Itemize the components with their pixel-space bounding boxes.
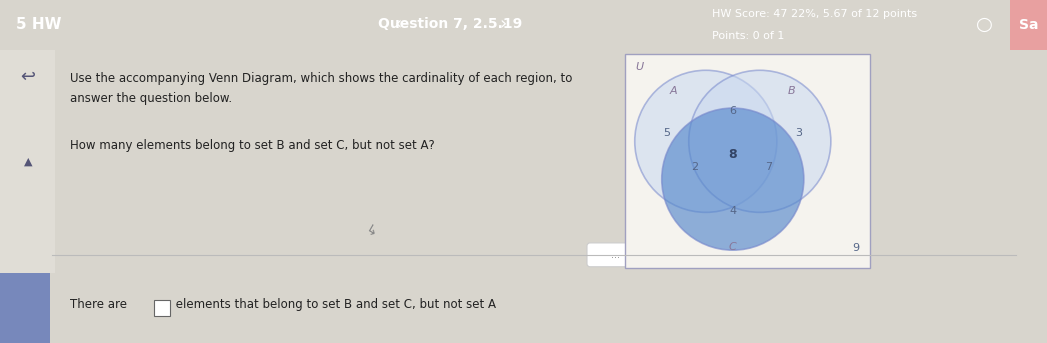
Text: U: U <box>634 62 643 72</box>
Text: C: C <box>729 241 737 252</box>
Text: 5 HW: 5 HW <box>16 17 61 32</box>
Text: ‹: ‹ <box>395 15 401 33</box>
Text: Use the accompanying Venn Diagram, which shows the cardinality of each region, t: Use the accompanying Venn Diagram, which… <box>70 72 573 85</box>
Text: ↩: ↩ <box>21 68 36 85</box>
Text: elements that belong to set B and set C, but not set A: elements that belong to set B and set C,… <box>172 298 496 311</box>
Text: ↳: ↳ <box>361 224 379 241</box>
Text: ...: ... <box>610 250 620 260</box>
Text: ›: › <box>499 15 506 33</box>
Text: 2: 2 <box>692 162 698 172</box>
Text: 7: 7 <box>764 162 772 172</box>
Text: ○: ○ <box>976 15 993 34</box>
Text: 3: 3 <box>796 128 802 138</box>
Text: 8: 8 <box>729 147 737 161</box>
Bar <box>0 273 50 343</box>
Text: B: B <box>788 86 796 96</box>
Text: 5: 5 <box>663 128 670 138</box>
Text: 9: 9 <box>852 243 860 253</box>
Text: Points: 0 of 1: Points: 0 of 1 <box>712 31 784 41</box>
Text: answer the question below.: answer the question below. <box>70 92 232 105</box>
Circle shape <box>689 70 831 212</box>
Circle shape <box>662 108 804 250</box>
Text: A: A <box>670 86 677 96</box>
Text: How many elements belong to set B and set C, but not set A?: How many elements belong to set B and se… <box>70 139 435 152</box>
FancyBboxPatch shape <box>587 243 643 267</box>
Bar <box>0 50 55 273</box>
Bar <box>625 54 870 268</box>
Text: Sa: Sa <box>1019 18 1039 32</box>
Text: 6: 6 <box>730 106 736 117</box>
Text: Question 7, 2.5.19: Question 7, 2.5.19 <box>378 17 522 31</box>
Text: HW Score: 47 22%, 5.67 of 12 points: HW Score: 47 22%, 5.67 of 12 points <box>712 9 917 19</box>
FancyBboxPatch shape <box>154 300 170 316</box>
Text: There are: There are <box>70 298 131 311</box>
Circle shape <box>634 70 777 212</box>
Text: 4: 4 <box>730 206 736 216</box>
Text: ▲: ▲ <box>24 156 32 166</box>
FancyBboxPatch shape <box>1010 0 1047 50</box>
